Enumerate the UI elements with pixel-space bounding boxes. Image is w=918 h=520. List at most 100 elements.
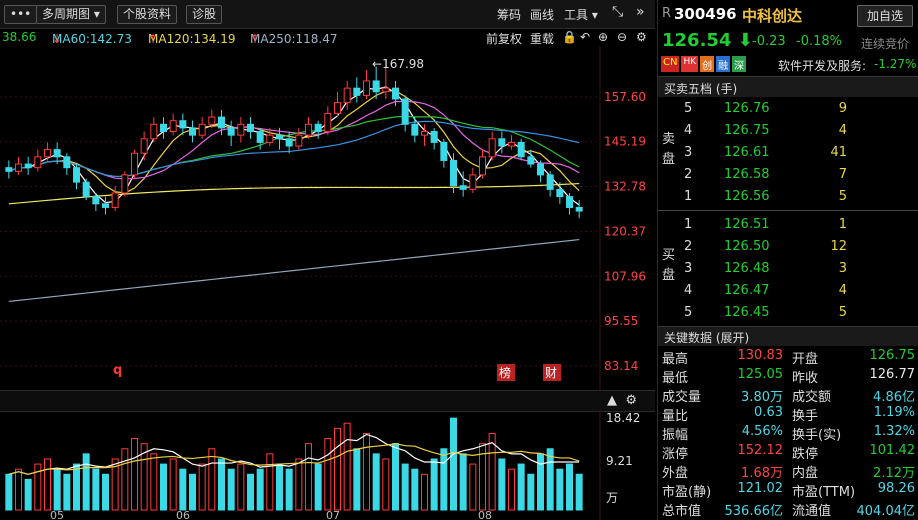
- current-price: 126.54 ⬇: [662, 30, 753, 51]
- collapse-icon[interactable]: »: [636, 4, 645, 20]
- collapse-up-icon[interactable]: ▲: [607, 393, 617, 408]
- volume-bar: [479, 443, 486, 511]
- volume-unit: 万: [606, 491, 618, 505]
- chinext-tag[interactable]: 创: [700, 56, 715, 72]
- multi-period-button[interactable]: 多周期图 ▾: [36, 5, 106, 24]
- event-marker-q[interactable]: q: [113, 363, 122, 378]
- volume-bar: [334, 427, 341, 511]
- keydata-header[interactable]: 关键数据 (展开): [658, 326, 918, 346]
- candle-body: [363, 80, 370, 96]
- orderbook-row[interactable]: 3 126.61 41: [658, 142, 918, 164]
- fq-toggle[interactable]: 前复权: [486, 32, 523, 46]
- orderbook-row[interactable]: 2 126.58 7: [658, 164, 918, 186]
- date-label: 08: [478, 509, 492, 520]
- keydata-row: 市盈(静) 121.02 市盈(TTM) 98.26: [658, 480, 918, 500]
- settings-gear-icon[interactable]: ⚙: [636, 30, 647, 44]
- shenzhen-tag[interactable]: 深: [732, 56, 747, 72]
- candlestick-chart[interactable]: 157.60 145.19 132.78 120.37 107.96 95.55 83.14…: [0, 46, 655, 390]
- candle-body: [527, 156, 535, 165]
- order-volume: 9: [838, 101, 847, 116]
- volume-bar: [276, 463, 283, 511]
- event-marker-bang[interactable]: 榜: [499, 365, 511, 380]
- buy-book: 买盘 1 126.51 1 2 126.50 12 3 126.48 3 4 126.47 4 5 126…: [658, 214, 918, 326]
- orderbook-row[interactable]: 4 126.75 4: [658, 120, 918, 142]
- hk-connect-tag[interactable]: HK: [681, 56, 699, 72]
- event-marker-cai-bg[interactable]: [543, 364, 561, 381]
- volume-bar: [305, 443, 312, 511]
- volume-bar: [353, 448, 361, 511]
- volume-bar: [575, 473, 583, 511]
- orderbook-row[interactable]: 1 126.51 1: [658, 214, 918, 236]
- event-marker-cai[interactable]: 财: [545, 366, 557, 380]
- candle-body: [111, 192, 119, 208]
- candle-body: [160, 123, 167, 133]
- orderbook-row[interactable]: 3 126.48 3: [658, 258, 918, 280]
- orderbook-row[interactable]: 2 126.50 12: [658, 236, 918, 258]
- candle-body: [537, 163, 544, 176]
- margin-tag[interactable]: 融: [716, 56, 731, 72]
- expand-icon[interactable]: ⤡: [612, 4, 624, 20]
- candle-body: [324, 112, 332, 133]
- order-price: 126.56: [724, 189, 770, 204]
- orderbook-row[interactable]: 1 126.56 5: [658, 186, 918, 208]
- volume-chart[interactable]: 18.42 9.21 万 05 06 07 08: [0, 410, 655, 520]
- volume-bar: [324, 438, 332, 511]
- price-change: -0.23: [752, 34, 786, 49]
- keydata-value: 101.42: [869, 443, 916, 458]
- orderbook-row[interactable]: 5 126.45 5: [658, 302, 918, 324]
- stock-info-button[interactable]: 个股资料: [117, 5, 178, 24]
- sell-book: 卖盘 5 126.76 9 4 126.75 4 3 126.61 41 2 126.58 7 1 126…: [658, 98, 918, 210]
- candle-body: [517, 141, 525, 158]
- keydata-key: 开盘: [792, 352, 819, 367]
- candle-body: [401, 98, 409, 125]
- volume-bar: [44, 458, 51, 511]
- candle-body: [285, 138, 293, 147]
- volume-bar: [150, 453, 158, 511]
- keydata-key: 成交量: [662, 390, 702, 405]
- candle-body: [121, 174, 129, 194]
- drawline-button[interactable]: 画线: [530, 8, 555, 22]
- chips-button[interactable]: 筹码: [497, 8, 522, 22]
- volume-bar: [53, 468, 61, 511]
- order-price: 126.76: [724, 101, 770, 116]
- diagnose-button[interactable]: 诊股: [186, 5, 223, 24]
- add-watchlist-button[interactable]: 加自选: [857, 5, 913, 27]
- chevron-down-icon: ▾: [591, 8, 598, 22]
- keydata-key: 振幅: [662, 428, 689, 443]
- add-icon[interactable]: ⊕: [598, 30, 609, 44]
- volume-bar: [160, 463, 167, 511]
- price-tick-label: 95.55: [604, 314, 638, 328]
- volume-bar: [556, 468, 564, 511]
- order-price: 126.75: [724, 123, 770, 138]
- lock-icon[interactable]: 🔒: [562, 30, 577, 44]
- menu-button[interactable]: •••: [4, 5, 38, 24]
- event-marker-bang-bg[interactable]: [497, 364, 515, 381]
- settings-gear-icon[interactable]: ⚙: [625, 393, 637, 408]
- order-price: 126.45: [724, 305, 770, 320]
- undo-icon[interactable]: ↶: [580, 30, 591, 44]
- keydata-value: 536.66亿: [724, 504, 784, 519]
- volume-bar: [121, 448, 129, 511]
- volume-ma-line: [8, 443, 580, 475]
- volume-header: ▲ ⚙: [0, 390, 655, 412]
- candle-body: [256, 131, 264, 143]
- candle-body: [5, 167, 13, 172]
- keydata-value: 4.56%: [741, 424, 783, 439]
- date-label: 06: [176, 509, 190, 520]
- volume-bar: [459, 453, 467, 511]
- keydata-title: 关键数据 (展开): [664, 331, 750, 345]
- keydata-row: 外盘 1.68万 内盘 2.12万: [658, 461, 918, 481]
- orderbook-row[interactable]: 5 126.76 9: [658, 98, 918, 120]
- candle-body: [498, 138, 506, 147]
- orderbook-row[interactable]: 4 126.47 4: [658, 280, 918, 302]
- volume-bar: [546, 448, 554, 511]
- minus-icon[interactable]: ⊖: [617, 30, 628, 44]
- overlay-button[interactable]: 重载: [530, 32, 555, 46]
- volume-bar: [237, 463, 245, 511]
- arrow-down-icon: ↓: [52, 32, 63, 46]
- industry-label[interactable]: 软件开发及服务:: [778, 59, 867, 73]
- industry-pct: -1.27%: [874, 57, 917, 71]
- tools-button[interactable]: 工具 ▾: [564, 8, 598, 22]
- volume-bar: [285, 468, 293, 511]
- candle-body: [15, 163, 22, 172]
